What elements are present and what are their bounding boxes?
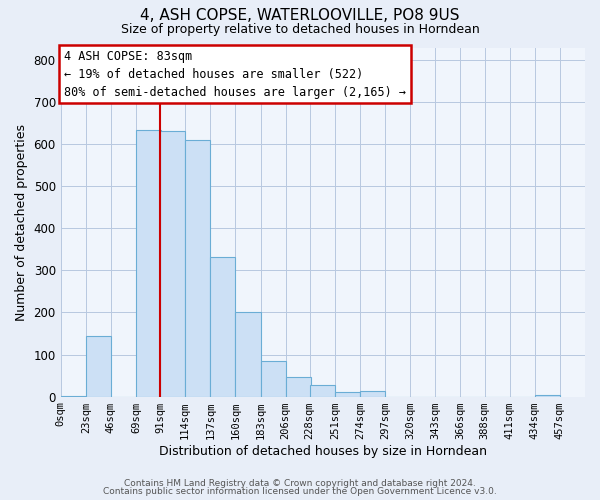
Bar — [86, 336, 111, 396]
Bar — [310, 385, 335, 396]
Text: 4, ASH COPSE, WATERLOOVILLE, PO8 9US: 4, ASH COPSE, WATERLOOVILLE, PO8 9US — [140, 8, 460, 22]
Bar — [136, 130, 161, 396]
Y-axis label: Number of detached properties: Number of detached properties — [15, 124, 28, 320]
Bar — [235, 312, 260, 396]
Bar — [185, 140, 211, 396]
X-axis label: Distribution of detached houses by size in Horndean: Distribution of detached houses by size … — [159, 444, 487, 458]
Bar — [211, 256, 235, 396]
Bar — [160, 131, 185, 396]
Text: Size of property relative to detached houses in Horndean: Size of property relative to detached ho… — [121, 22, 479, 36]
Bar — [260, 362, 286, 396]
Bar — [286, 377, 311, 396]
Text: 4 ASH COPSE: 83sqm
← 19% of detached houses are smaller (522)
80% of semi-detach: 4 ASH COPSE: 83sqm ← 19% of detached hou… — [64, 50, 406, 98]
Text: Contains public sector information licensed under the Open Government Licence v3: Contains public sector information licen… — [103, 487, 497, 496]
Text: Contains HM Land Registry data © Crown copyright and database right 2024.: Contains HM Land Registry data © Crown c… — [124, 478, 476, 488]
Bar — [335, 392, 360, 396]
Bar — [360, 391, 385, 396]
